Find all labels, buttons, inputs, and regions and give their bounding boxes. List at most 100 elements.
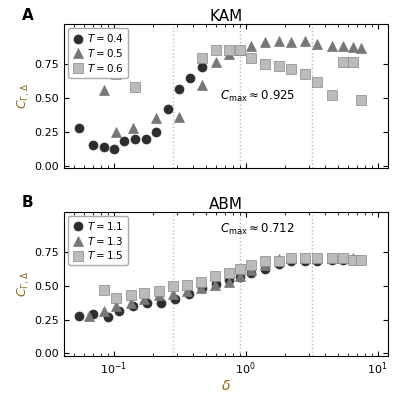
$T = 1.1$ [227, 277, 232, 282]
$T = 0.5$ [200, 82, 205, 87]
$T = 1.3$ [330, 256, 334, 260]
$T = 0.6$ [200, 55, 205, 60]
$T = 1.1$ [277, 261, 282, 266]
$T = 1.5$ [142, 291, 146, 296]
$T = 0.5$ [114, 130, 119, 134]
$T = 0.4$ [200, 65, 205, 70]
$T = 1.1$ [105, 314, 110, 319]
$T = 0.5$ [315, 41, 320, 46]
Line: $T = 0.6$: $T = 0.6$ [112, 45, 366, 104]
$T = 0.5$ [288, 40, 293, 45]
$T = 1.5$ [170, 284, 175, 288]
$T = 0.4$ [143, 136, 148, 141]
$T = 1.5$ [330, 256, 334, 260]
$T = 1.1$ [330, 257, 334, 262]
$T = 0.5$ [302, 38, 307, 43]
$T = 1.1$ [315, 258, 320, 263]
$T = 0.6$ [302, 72, 307, 76]
$T = 0.4$ [176, 86, 181, 91]
$T = 0.6$ [114, 72, 119, 76]
$T = 1.5$ [288, 256, 293, 260]
$T = 1.3$ [227, 280, 232, 285]
Line: $T = 1.3$: $T = 1.3$ [84, 254, 357, 321]
$T = 0.6$ [330, 93, 334, 98]
$T = 0.5$ [277, 38, 282, 43]
$T = 0.6$ [249, 55, 254, 60]
Text: A: A [22, 8, 34, 22]
$T = 0.5$ [237, 47, 242, 52]
$T = 1.1$ [130, 304, 135, 308]
$T = 0.5$ [341, 43, 346, 48]
$T = 1.3$ [128, 300, 133, 305]
$T = 0.6$ [227, 47, 232, 52]
$T = 0.6$ [132, 85, 137, 90]
$T = 0.6$ [341, 59, 346, 64]
$T = 1.3$ [315, 256, 320, 260]
$T = 0.4$ [91, 143, 96, 148]
Y-axis label: $C_{\Gamma,\Delta}$: $C_{\Gamma,\Delta}$ [15, 83, 32, 109]
$T = 0.4$ [166, 106, 171, 111]
$T = 0.6$ [315, 80, 320, 84]
$T = 1.5$ [262, 258, 267, 263]
$T = 1.3$ [170, 292, 175, 296]
$T = 0.5$ [154, 116, 159, 121]
Title: KAM: KAM [209, 9, 243, 24]
$T = 1.5$ [102, 288, 107, 292]
$T = 1.5$ [341, 256, 346, 260]
$T = 1.3$ [213, 282, 218, 287]
Line: $T = 1.5$: $T = 1.5$ [100, 254, 366, 302]
$T = 0.6$ [359, 97, 364, 102]
$T = 0.4$ [77, 126, 82, 130]
$T = 0.5$ [102, 88, 107, 92]
$T = 1.1$ [145, 300, 150, 305]
$T = 1.5$ [227, 271, 232, 276]
$T = 1.3$ [237, 273, 242, 278]
Line: $T = 0.4$: $T = 0.4$ [75, 63, 207, 154]
$T = 1.1$ [350, 257, 355, 262]
$T = 1.1$ [341, 257, 346, 262]
X-axis label: $\delta$: $\delta$ [221, 379, 231, 393]
$T = 1.1$ [288, 258, 293, 263]
Legend: $T = 1.1$, $T = 1.3$, $T = 1.5$: $T = 1.1$, $T = 1.3$, $T = 1.5$ [68, 216, 128, 265]
$T = 1.1$ [186, 292, 191, 296]
Text: $C_{\mathrm{max}} \approx 0.925$: $C_{\mathrm{max}} \approx 0.925$ [220, 89, 295, 104]
Legend: $T = 0.4$, $T = 0.5$, $T = 0.6$: $T = 0.4$, $T = 0.5$, $T = 0.6$ [68, 28, 128, 78]
$T = 1.1$ [159, 300, 164, 305]
$T = 1.3$ [302, 256, 307, 260]
$T = 1.1$ [214, 282, 219, 286]
$T = 1.1$ [237, 275, 242, 280]
$T = 0.5$ [227, 51, 232, 56]
$T = 1.5$ [249, 262, 254, 267]
$T = 1.3$ [199, 286, 204, 290]
Text: $C_{\mathrm{max}} \approx 0.712$: $C_{\mathrm{max}} \approx 0.712$ [220, 222, 294, 236]
Line: $T = 0.5$: $T = 0.5$ [100, 36, 366, 136]
$T = 0.6$ [288, 66, 293, 71]
$T = 0.4$ [188, 76, 192, 80]
$T = 0.6$ [277, 64, 282, 68]
$T = 1.1$ [262, 266, 267, 271]
$T = 0.4$ [132, 136, 137, 141]
$T = 0.5$ [130, 126, 135, 130]
$T = 1.5$ [359, 257, 364, 262]
$T = 1.5$ [185, 283, 190, 288]
$T = 0.4$ [111, 147, 116, 152]
Line: $T = 1.1$: $T = 1.1$ [75, 255, 366, 321]
$T = 1.3$ [142, 297, 146, 302]
$T = 1.3$ [185, 289, 190, 294]
$T = 0.6$ [237, 47, 242, 52]
$T = 0.5$ [359, 46, 364, 51]
Title: ABM: ABM [209, 197, 243, 212]
$T = 1.5$ [315, 256, 320, 260]
$T = 1.3$ [87, 314, 92, 319]
$T = 1.1$ [91, 311, 96, 316]
$T = 1.5$ [114, 296, 119, 300]
$T = 1.3$ [249, 267, 254, 272]
$T = 0.5$ [214, 59, 219, 64]
$T = 1.1$ [117, 309, 122, 314]
$T = 0.5$ [350, 44, 355, 49]
$T = 0.4$ [102, 144, 107, 149]
Y-axis label: $C_{\Gamma,\Delta}$: $C_{\Gamma,\Delta}$ [15, 271, 32, 297]
$T = 1.5$ [128, 293, 133, 298]
$T = 1.5$ [350, 257, 355, 262]
$T = 1.1$ [359, 257, 364, 262]
